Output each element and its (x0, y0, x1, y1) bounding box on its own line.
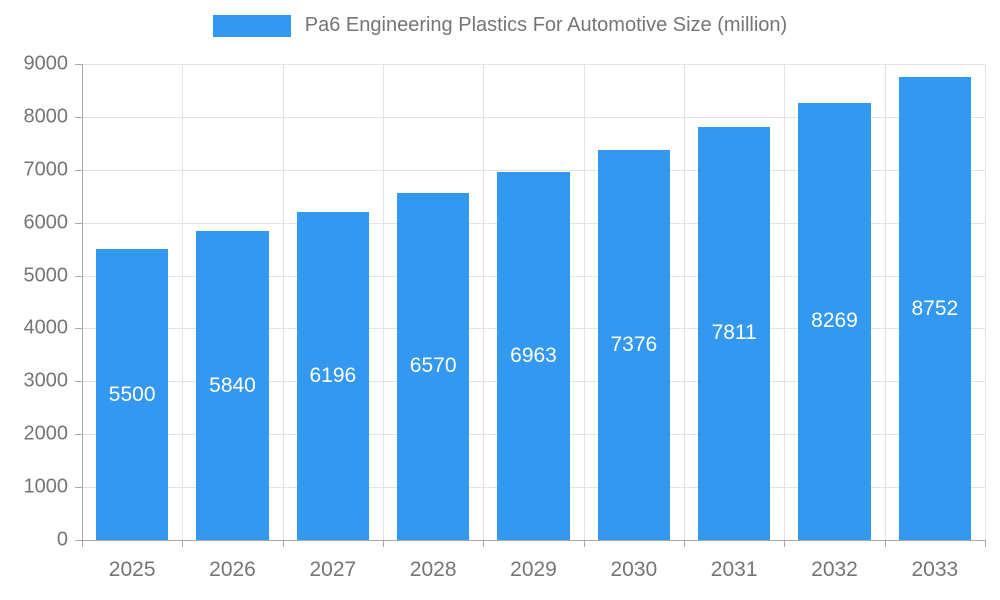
y-axis-tick (75, 222, 82, 224)
x-axis-tick-label: 2031 (710, 558, 758, 581)
y-axis-tick-label: 4000 (23, 316, 69, 339)
gridline-vertical (182, 64, 184, 540)
y-axis-tick-label: 7000 (23, 158, 69, 181)
legend-swatch[interactable] (212, 14, 291, 37)
bar-value-label: 7376 (610, 332, 658, 356)
x-axis-tick (884, 540, 886, 547)
y-axis-tick-label: 6000 (23, 211, 69, 234)
gridline-vertical (282, 64, 284, 540)
y-axis-tick (75, 169, 82, 171)
y-axis-line (82, 64, 83, 540)
bar-2033[interactable] (898, 77, 971, 540)
x-axis-tick-label: 2027 (309, 558, 357, 581)
y-axis-tick (75, 328, 82, 330)
gridline-vertical (383, 64, 384, 540)
x-axis-tick-label: 2030 (610, 558, 658, 581)
gridline-vertical (884, 64, 886, 540)
bar-2030[interactable] (597, 149, 670, 540)
bar-value-label: 8752 (911, 296, 959, 320)
y-axis-tick (75, 381, 82, 383)
x-axis-tick-label: 2026 (209, 558, 256, 581)
y-axis-tick (75, 487, 82, 489)
gridline-horizontal (82, 64, 985, 65)
gridline-horizontal (82, 169, 985, 171)
x-axis-tick (282, 540, 284, 547)
y-axis-tick (75, 116, 82, 118)
x-axis-tick (383, 540, 384, 547)
y-axis-tick-label: 9000 (23, 52, 69, 75)
bar-2027[interactable] (296, 212, 369, 540)
y-axis-tick-label: 1000 (23, 475, 69, 498)
bar-value-label: 6196 (309, 364, 357, 388)
bar-value-label: 6963 (510, 343, 557, 367)
x-axis-tick (784, 540, 786, 547)
bar-2032[interactable] (798, 102, 871, 540)
y-axis-tick (75, 540, 82, 541)
gridline-vertical (784, 64, 786, 540)
x-axis-line (82, 540, 985, 541)
x-axis-tick-label: 2029 (510, 558, 557, 581)
x-axis-tick-label: 2025 (108, 558, 156, 581)
x-axis-tick (684, 540, 685, 547)
x-axis-tick (182, 540, 184, 547)
gridline-vertical (583, 64, 585, 540)
bar-value-label: 7811 (711, 321, 757, 345)
gridline-horizontal (82, 116, 985, 118)
bar-value-label: 5500 (108, 382, 156, 406)
bar-2031[interactable] (698, 126, 771, 540)
gridline-vertical (684, 64, 685, 540)
bar-2025[interactable] (96, 249, 169, 540)
x-axis-tick (985, 540, 986, 547)
bar-2029[interactable] (497, 171, 570, 540)
y-axis-tick-label: 0 (56, 528, 68, 551)
x-axis-tick-label: 2028 (409, 558, 457, 581)
x-axis-tick-label: 2033 (911, 558, 959, 581)
y-axis-tick-label: 8000 (23, 105, 69, 128)
y-axis-tick-label: 3000 (23, 369, 69, 392)
y-axis-tick-label: 5000 (23, 264, 69, 287)
bar-value-label: 6570 (409, 354, 457, 378)
bar-2028[interactable] (397, 192, 470, 540)
y-axis-tick (75, 434, 82, 436)
x-axis-tick (82, 540, 83, 547)
bar-2026[interactable] (196, 231, 269, 540)
x-axis-tick (483, 540, 485, 547)
chart-title: Pa6 Engineering Plastics For Automotive … (304, 14, 788, 36)
chart-legend: Pa6 Engineering Plastics For Automotive … (0, 14, 1000, 37)
x-axis-tick-label: 2032 (811, 558, 858, 581)
y-axis-tick (75, 275, 82, 277)
gridline-vertical (985, 64, 986, 540)
bar-value-label: 8269 (811, 309, 858, 333)
x-axis-tick (583, 540, 585, 547)
y-axis-tick-label: 2000 (23, 422, 69, 445)
bar-value-label: 5840 (209, 373, 256, 397)
gridline-vertical (483, 64, 485, 540)
y-axis-tick (75, 64, 82, 65)
